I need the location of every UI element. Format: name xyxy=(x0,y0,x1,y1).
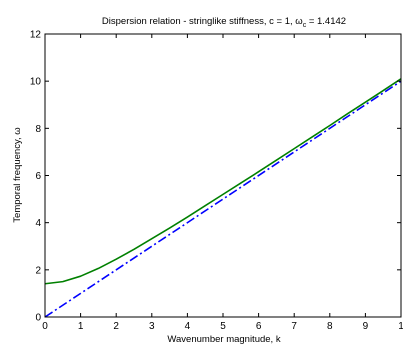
chart-title: Dispersion relation - stringlike stiffne… xyxy=(102,16,346,29)
x-tick-label: 9 xyxy=(363,321,369,332)
y-tick-label: 8 xyxy=(35,124,41,135)
x-tick-label: 7 xyxy=(291,321,297,332)
y-tick-label: 12 xyxy=(30,30,42,41)
x-tick-layer: 0 1 2 3 4 5 6 7 8 9 1 xyxy=(42,34,403,332)
y-axis-label: Temporal frequency, ω xyxy=(12,127,23,223)
plot-background xyxy=(45,34,401,317)
y-tick-layer: 0 2 4 6 8 10 12 xyxy=(30,30,401,324)
x-tick-label: 1 xyxy=(398,321,403,332)
y-tick-label: 2 xyxy=(35,265,41,276)
series-layer xyxy=(44,78,402,318)
chart-title-main: Dispersion relation - stringlike stiffne… xyxy=(102,16,303,27)
series-line-1 xyxy=(44,78,402,285)
y-tick-label: 10 xyxy=(30,77,42,88)
x-tick-label: 8 xyxy=(327,321,333,332)
y-tick-label: 6 xyxy=(35,171,41,182)
y-tick-label: 0 xyxy=(35,313,41,324)
x-tick-label: 4 xyxy=(185,321,191,332)
chart-title-tail: = 1.4142 xyxy=(306,16,346,27)
x-tick-label: 0 xyxy=(42,321,48,332)
x-tick-label: 5 xyxy=(220,321,226,332)
x-tick-label: 6 xyxy=(256,321,262,332)
x-tick-label: 1 xyxy=(78,321,84,332)
y-tick-label: 4 xyxy=(35,218,41,229)
x-tick-label: 2 xyxy=(113,321,119,332)
x-axis-label: Wavenumber magnitude, k xyxy=(167,334,280,345)
chart-title-sub: c xyxy=(303,22,307,29)
series-line-2 xyxy=(44,80,402,318)
x-tick-label: 3 xyxy=(149,321,155,332)
